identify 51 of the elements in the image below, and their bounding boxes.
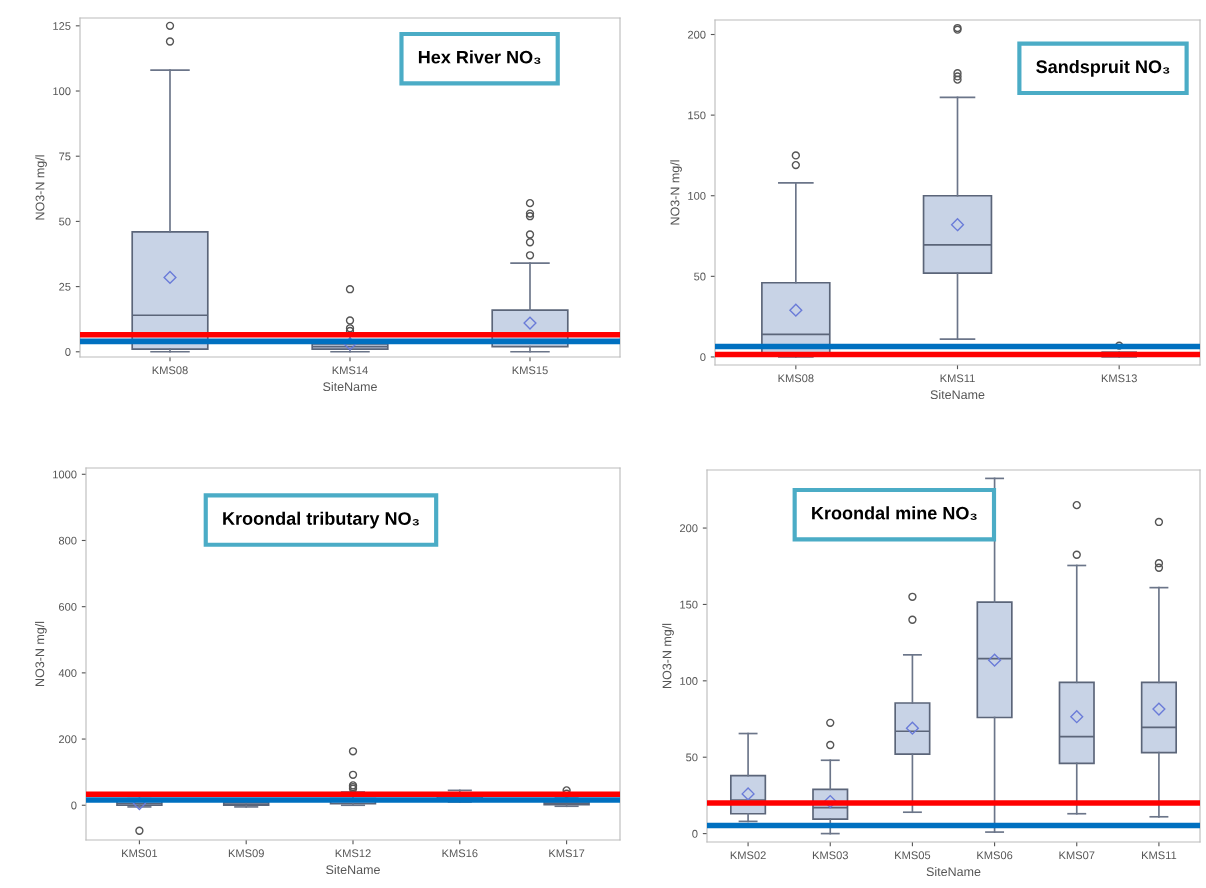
y-tick-label: 0: [65, 348, 71, 356]
x-tick-label: KMS06: [977, 851, 1013, 860]
x-axis-title: SiteName: [326, 864, 380, 875]
x-tick-label: KMS05: [895, 851, 931, 860]
x-tick-label: KMS02: [730, 851, 766, 860]
x-tick-label: KMS09: [228, 849, 264, 858]
y-tick-label: 0: [71, 801, 77, 810]
y-tick-label: 75: [59, 152, 71, 161]
y-tick-label: 200: [687, 30, 706, 39]
x-tick-label: KMS13: [1101, 374, 1137, 383]
y-tick-label: 50: [694, 272, 706, 281]
y-tick-label: 100: [53, 87, 71, 96]
y-axis-title: NO3-N mg/l: [670, 160, 682, 225]
y-tick-label: 800: [58, 536, 77, 545]
y-tick-label: 50: [686, 753, 698, 762]
x-tick-label: KMS08: [152, 366, 188, 375]
y-tick-label: 0: [700, 353, 706, 362]
x-tick-label: KMS01: [122, 849, 158, 858]
x-tick-label: KMS07: [1059, 851, 1095, 860]
y-axis-title: NO3-N mg/l: [662, 623, 674, 688]
x-axis-title: SiteName: [930, 389, 985, 400]
x-tick-label: KMS17: [549, 849, 585, 858]
x-axis-title: SiteName: [926, 866, 981, 877]
y-tick-label: 25: [59, 282, 71, 291]
y-tick-label: 50: [59, 217, 71, 226]
y-axis-title: NO3-N mg/l: [35, 155, 47, 220]
x-tick-label: KMS14: [332, 366, 368, 375]
x-tick-label: KMS12: [335, 849, 371, 858]
x-tick-label: KMS11: [940, 374, 975, 383]
y-tick-label: 125: [53, 22, 71, 30]
x-tick-label: KMS15: [512, 366, 548, 375]
text: Sandspruit NO₃: [1036, 59, 1170, 77]
y-tick-label: 600: [59, 602, 77, 611]
x-axis-title: SiteName: [323, 381, 377, 392]
text: Hex River NO₃: [418, 50, 541, 65]
x-tick-label: KMS08: [778, 374, 814, 383]
x-tick-label: KMS16: [442, 849, 478, 858]
y-tick-label: 150: [688, 111, 706, 120]
y-axis-title: NO3-N mg/l: [35, 621, 47, 686]
y-tick-label: 100: [680, 677, 698, 685]
y-tick-label: 400: [58, 669, 77, 677]
y-tick-label: 200: [58, 735, 77, 744]
y-tick-label: 0: [692, 829, 698, 838]
text: Kroondal mine NO₃: [812, 506, 977, 520]
x-tick-label: KMS03: [812, 851, 848, 860]
y-tick-label: 150: [680, 600, 698, 609]
text: Kroondal tributary NO₃: [223, 511, 419, 529]
y-tick-label: 1000: [53, 470, 77, 479]
y-tick-label: 100: [688, 191, 706, 200]
y-tick-label: 200: [679, 524, 698, 533]
x-tick-label: KMS11: [1142, 851, 1177, 860]
